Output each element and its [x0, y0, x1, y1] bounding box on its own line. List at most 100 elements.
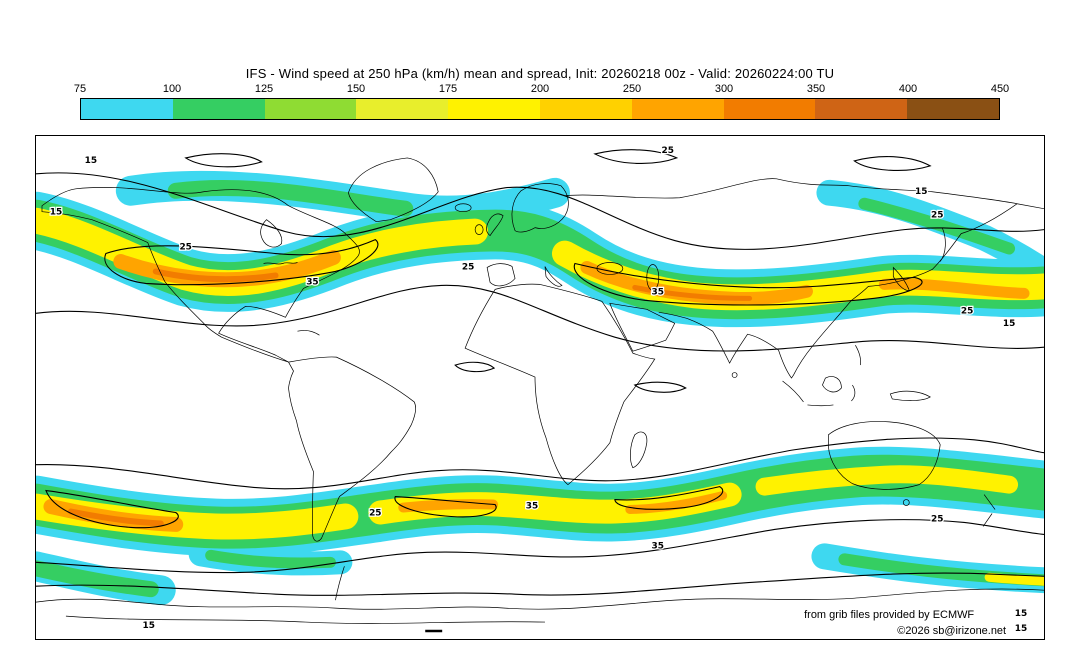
- colorbar-cell: [815, 99, 908, 119]
- coastline-madagascar: [630, 431, 648, 469]
- contour-label: 35: [306, 277, 318, 287]
- contour-north-lower: [36, 284, 1044, 352]
- contour-label: 15: [1015, 609, 1027, 619]
- east-asia-core: [878, 278, 1030, 299]
- coastline-italy: [544, 266, 563, 287]
- contour-north-upper: [36, 172, 1044, 250]
- south-mid-green: [205, 549, 336, 569]
- colorbar-cell: [264, 99, 357, 119]
- contour-label: 25: [462, 262, 474, 272]
- coastline-sumatra: [782, 380, 804, 403]
- colorbar-cell: [172, 99, 265, 119]
- coastline-java: [807, 404, 834, 407]
- colorbar-tick-label: 350: [806, 83, 826, 95]
- northeast-green: [858, 197, 1016, 255]
- contour-loop-arctic-3: [184, 153, 263, 168]
- colorbar-cell: [723, 99, 816, 119]
- coastline-new-zealand: [982, 494, 996, 527]
- contour-label: 35: [652, 287, 664, 297]
- chart-title: IFS - Wind speed at 250 hPa (km/h) mean …: [245, 66, 835, 81]
- contour-loop-south-indian: [614, 486, 724, 510]
- coastline-hudson-bay: [260, 219, 283, 248]
- contour-loop-tropics-2: [454, 361, 496, 373]
- contour-south-upper: [36, 437, 1044, 490]
- colorbar: 75 100 125 150 175 200 250 300 350 400 450: [74, 83, 1009, 120]
- contour-south-lower: [36, 519, 1044, 574]
- coastline-britain: [486, 213, 504, 237]
- colorbar-tick-label: 250: [622, 83, 642, 95]
- contour-label: 25: [931, 211, 943, 221]
- coastline-antarctic-peninsula: [335, 566, 345, 601]
- contour-label: 25: [179, 243, 191, 253]
- coastline-great-lakes: [263, 262, 298, 265]
- coastline-antarctica-inner: [65, 615, 545, 624]
- south-asia-inner-core: [632, 284, 753, 301]
- contour-loop-north-america: [104, 238, 379, 286]
- contour-labels: 15 25 15 25 25 15 35 25 35 15 25 35 35 25 25 15 15 15: [48, 145, 1028, 636]
- coastline-south-america: [287, 356, 417, 542]
- coastline-africa: [464, 283, 656, 486]
- map-credit: from grib files provided by ECMWF: [804, 609, 974, 621]
- contour-label: 35: [652, 541, 664, 551]
- contour-label: 15: [143, 621, 155, 631]
- coastline-asia-south: [658, 203, 1018, 379]
- coastline-tasmania: [902, 499, 910, 506]
- coastline-new-guinea: [889, 390, 931, 401]
- southwest-green: [36, 560, 159, 598]
- coastline-australia: [828, 421, 941, 490]
- colorbar-tick-label: 175: [438, 83, 458, 95]
- contour-label: 15: [1003, 319, 1015, 329]
- coastline-greenland: [348, 157, 439, 223]
- map-frame: 15 25 15 25 25 15 35 25 35 15 25 35 35 25 25 15 15 15 fro…: [35, 135, 1045, 640]
- coastline-north-america: [41, 187, 360, 363]
- colorbar-tick-label: 400: [898, 83, 918, 95]
- contour-loop-arctic-2: [853, 156, 932, 171]
- colorbar-cell: [448, 99, 540, 119]
- world-map: 15 25 15 25 25 15 35 25 35 15 25 35 35 25 25 15 15 15 fro…: [36, 145, 1044, 637]
- contour-label: 15: [1015, 624, 1027, 634]
- contour-label: 25: [661, 146, 673, 156]
- coastline-caribbean: [297, 330, 320, 336]
- coastline-iceland: [454, 203, 472, 213]
- coastline-arabia: [609, 302, 676, 352]
- colorbar-tick-label: 100: [162, 83, 182, 95]
- shading-deep-orange-300-350: [67, 268, 753, 527]
- coastline-sri-lanka: [731, 372, 738, 378]
- map-copyright: ©2026 sb@irizone.net: [897, 625, 1006, 637]
- colorbar-cell: [539, 99, 632, 119]
- contour-label: 35: [526, 502, 538, 512]
- south-pacific-inner-core: [67, 508, 164, 527]
- contour-loop-tropics-1: [633, 381, 687, 393]
- colorbar-tick-label: 150: [346, 83, 366, 95]
- coastline-antarctica: [36, 588, 1044, 610]
- antarctic-yellow-spot: [984, 572, 1044, 586]
- spread-contours: [36, 149, 1044, 633]
- north-polar-green: [167, 180, 414, 217]
- colorbar-tick-label: 125: [254, 83, 274, 95]
- contour-antarctic: [36, 572, 1044, 596]
- colorbar-cell: [631, 99, 724, 119]
- south-atlantic-core: [398, 499, 499, 513]
- coastline-scandinavia: [511, 183, 569, 233]
- contour-label: 25: [931, 514, 943, 524]
- colorbar-cell: [81, 99, 173, 119]
- colorbar-cell: [907, 99, 999, 119]
- contour-loop-south-atlantic: [394, 495, 497, 518]
- contour-label: 15: [50, 208, 62, 218]
- coastline-borneo: [822, 376, 842, 393]
- contour-loop-arctic-1: [593, 149, 679, 164]
- colorbar-bar: [80, 98, 1000, 120]
- colorbar-tick-label: 450: [990, 83, 1010, 95]
- contour-label: 15: [85, 156, 97, 166]
- contour-label: 25: [369, 508, 381, 518]
- colorbar-tick-label: 75: [73, 83, 87, 95]
- coastlines: [36, 157, 1044, 624]
- coastline-kamchatka: [939, 227, 946, 262]
- colorbar-cell: [356, 99, 449, 119]
- southern-yellow-east: [755, 465, 1019, 496]
- colorbar-tick-label: 200: [530, 83, 550, 95]
- contour-label: 25: [961, 306, 973, 316]
- coastline-philippines: [855, 344, 861, 366]
- north-america-inner-core: [152, 268, 279, 283]
